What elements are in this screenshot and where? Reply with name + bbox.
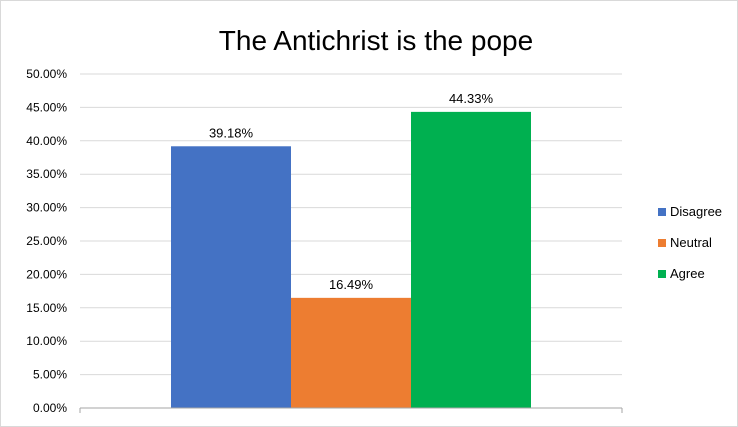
y-tick-label: 50.00% (26, 67, 67, 81)
x-axis (79, 407, 623, 413)
data-label-agree: 44.33% (449, 91, 494, 106)
y-tick-label: 5.00% (33, 368, 67, 382)
y-tick-label: 35.00% (26, 167, 67, 181)
data-labels: 39.18% 16.49% 44.33% (209, 91, 494, 292)
y-tick-label: 0.00% (33, 401, 67, 415)
legend-swatch-agree (658, 270, 666, 278)
y-tick-label: 25.00% (26, 234, 67, 248)
y-axis-ticks: 0.00% 5.00% 10.00% 15.00% 20.00% 25.00% 30.00%… (26, 67, 67, 415)
data-label-disagree: 39.18% (209, 125, 254, 140)
y-tick-label: 45.00% (26, 100, 67, 114)
legend-label-agree: Agree (670, 266, 705, 281)
bar-agree (411, 111, 531, 408)
y-tick-label: 20.00% (26, 267, 67, 281)
legend-swatch-neutral (658, 239, 666, 247)
chart-title: The Antichrist is the pope (219, 25, 533, 56)
y-tick-label: 15.00% (26, 301, 67, 315)
y-tick-label: 30.00% (26, 201, 67, 215)
y-tick-label: 40.00% (26, 134, 67, 148)
bars (171, 111, 531, 409)
gridlines (80, 73, 622, 376)
legend-label-disagree: Disagree (670, 204, 722, 219)
bar-disagree (171, 146, 291, 409)
bar-neutral (291, 297, 411, 408)
legend-label-neutral: Neutral (670, 235, 712, 250)
y-tick-label: 10.00% (26, 334, 67, 348)
data-label-neutral: 16.49% (329, 277, 374, 292)
legend: Disagree Neutral Agree (658, 204, 722, 281)
legend-swatch-disagree (658, 208, 666, 216)
